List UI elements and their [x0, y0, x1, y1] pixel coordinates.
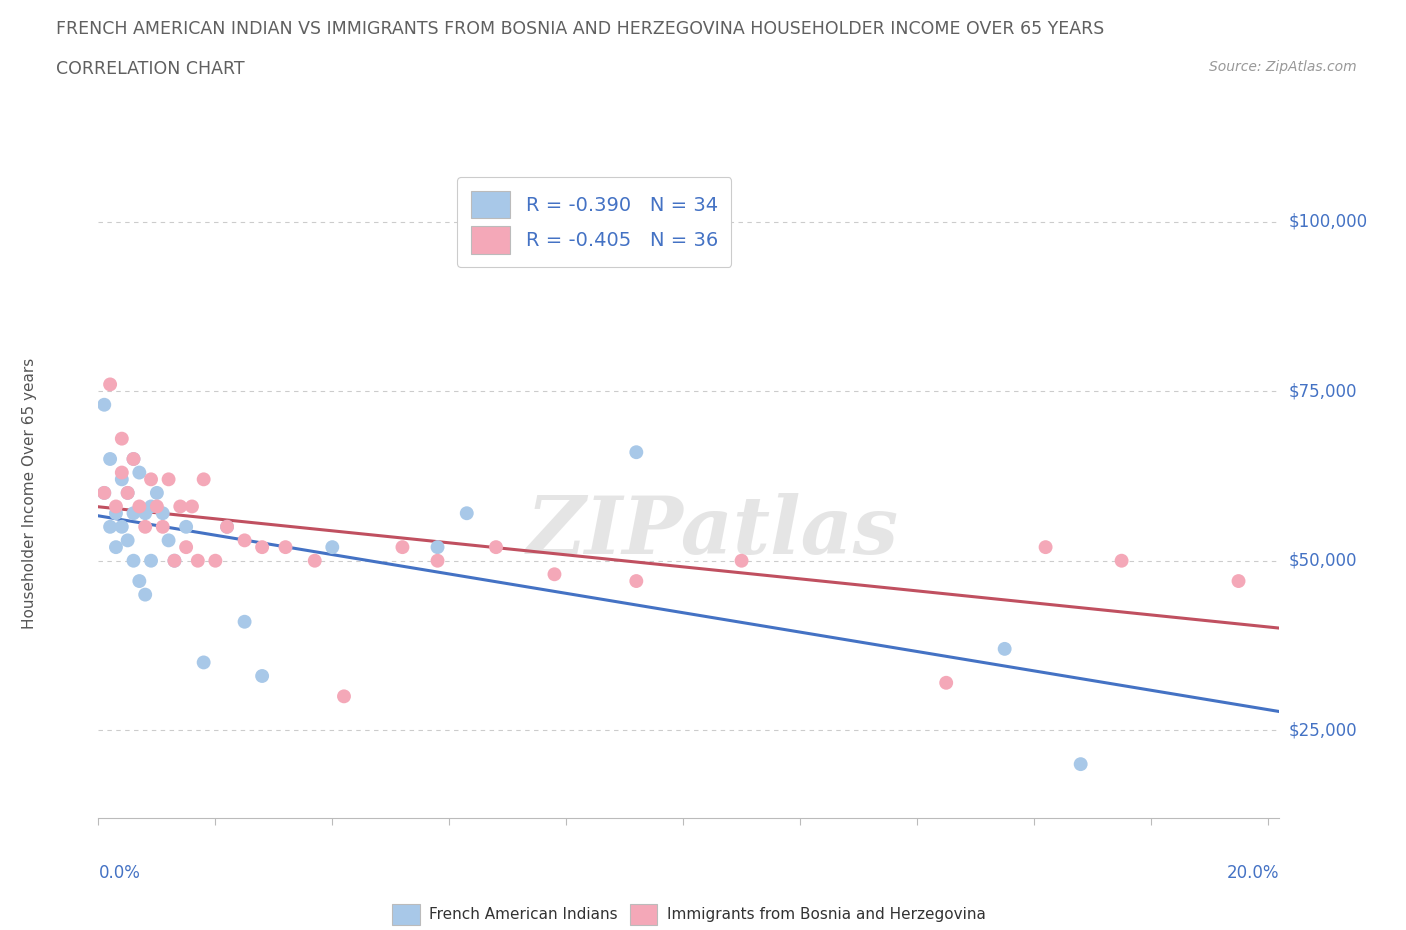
- Point: [146, 485, 169, 500]
- Point: [93, 485, 115, 500]
- Point: [1111, 553, 1133, 568]
- Point: [146, 499, 169, 514]
- Point: [104, 499, 127, 514]
- Point: [193, 472, 215, 486]
- Text: Source: ZipAtlas.com: Source: ZipAtlas.com: [1209, 60, 1357, 74]
- Text: $25,000: $25,000: [1289, 722, 1358, 739]
- Point: [128, 465, 150, 480]
- Text: $75,000: $75,000: [1289, 382, 1357, 400]
- Point: [333, 689, 356, 704]
- Point: [111, 465, 134, 480]
- Point: [157, 472, 180, 486]
- Point: [139, 499, 162, 514]
- Point: [321, 539, 343, 554]
- Text: 20.0%: 20.0%: [1227, 864, 1279, 882]
- Point: [128, 574, 150, 589]
- Point: [193, 655, 215, 670]
- Text: $50,000: $50,000: [1289, 551, 1357, 570]
- Point: [134, 506, 156, 521]
- Point: [122, 553, 145, 568]
- Point: [98, 452, 121, 467]
- Point: [117, 485, 139, 500]
- Point: [426, 553, 449, 568]
- Point: [174, 539, 197, 554]
- Point: [730, 553, 752, 568]
- Point: [543, 567, 565, 582]
- Point: [1070, 757, 1092, 772]
- Point: [304, 553, 326, 568]
- Point: [1035, 539, 1057, 554]
- Point: [163, 553, 186, 568]
- Point: [93, 485, 115, 500]
- Point: [122, 452, 145, 467]
- Point: [250, 539, 273, 554]
- Point: [215, 519, 238, 534]
- Point: [994, 642, 1017, 657]
- Point: [117, 485, 139, 500]
- Text: FRENCH AMERICAN INDIAN VS IMMIGRANTS FROM BOSNIA AND HERZEGOVINA HOUSEHOLDER INC: FRENCH AMERICAN INDIAN VS IMMIGRANTS FRO…: [56, 20, 1105, 38]
- Point: [139, 553, 162, 568]
- Point: [104, 506, 127, 521]
- Point: [122, 452, 145, 467]
- Point: [391, 539, 413, 554]
- Text: CORRELATION CHART: CORRELATION CHART: [56, 60, 245, 78]
- Point: [157, 533, 180, 548]
- Point: [152, 519, 174, 534]
- Point: [456, 506, 478, 521]
- Point: [111, 519, 134, 534]
- Point: [935, 675, 957, 690]
- Point: [163, 553, 186, 568]
- Point: [139, 472, 162, 486]
- Text: Householder Income Over 65 years: Householder Income Over 65 years: [22, 357, 38, 629]
- Point: [122, 506, 145, 521]
- Point: [274, 539, 297, 554]
- Point: [98, 377, 121, 392]
- Point: [111, 432, 134, 446]
- Point: [233, 615, 256, 630]
- Point: [181, 499, 204, 514]
- Point: [626, 445, 648, 459]
- Point: [169, 499, 191, 514]
- Point: [98, 519, 121, 534]
- Text: 0.0%: 0.0%: [98, 864, 141, 882]
- Point: [134, 519, 156, 534]
- Point: [485, 539, 508, 554]
- Point: [626, 574, 648, 589]
- Point: [117, 533, 139, 548]
- Point: [174, 519, 197, 534]
- Point: [426, 539, 449, 554]
- Text: ZIPatlas: ZIPatlas: [526, 493, 898, 571]
- Point: [128, 499, 150, 514]
- Point: [111, 472, 134, 486]
- Point: [250, 669, 273, 684]
- Point: [152, 506, 174, 521]
- Point: [104, 539, 127, 554]
- Point: [187, 553, 209, 568]
- Legend: French American Indians, Immigrants from Bosnia and Herzegovina: French American Indians, Immigrants from…: [387, 897, 991, 930]
- Point: [134, 587, 156, 602]
- Point: [215, 519, 238, 534]
- Point: [204, 553, 226, 568]
- Point: [233, 533, 256, 548]
- Text: $100,000: $100,000: [1289, 213, 1368, 231]
- Point: [1227, 574, 1250, 589]
- Point: [93, 397, 115, 412]
